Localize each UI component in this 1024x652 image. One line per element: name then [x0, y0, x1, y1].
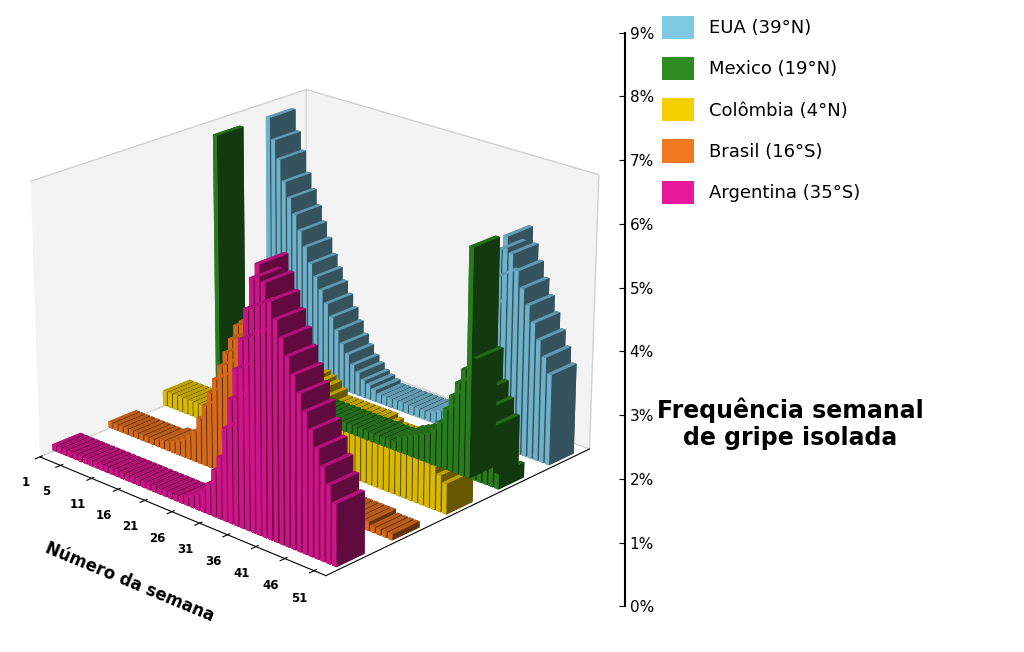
- Legend: EUA (39°N), Mexico (19°N), Colômbia (4°N), Brasil (16°S), Argentina (35°S): EUA (39°N), Mexico (19°N), Colômbia (4°N…: [662, 16, 860, 204]
- X-axis label: Número da semana: Número da semana: [42, 539, 216, 626]
- Text: Frequência semanal
de gripe isolada: Frequência semanal de gripe isolada: [656, 397, 924, 451]
